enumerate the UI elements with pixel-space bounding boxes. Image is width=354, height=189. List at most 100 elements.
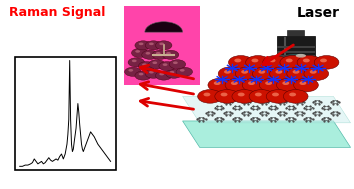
Circle shape — [276, 78, 301, 92]
Circle shape — [166, 52, 171, 55]
Circle shape — [131, 48, 148, 57]
Circle shape — [145, 69, 162, 78]
Ellipse shape — [284, 85, 297, 89]
Circle shape — [149, 71, 154, 74]
Ellipse shape — [305, 62, 318, 66]
Circle shape — [125, 67, 141, 76]
Circle shape — [235, 67, 260, 81]
Circle shape — [155, 41, 172, 50]
Circle shape — [135, 50, 140, 53]
Circle shape — [225, 78, 250, 92]
Circle shape — [149, 43, 154, 45]
Circle shape — [252, 67, 277, 81]
Circle shape — [129, 69, 133, 72]
Circle shape — [270, 67, 294, 81]
Circle shape — [142, 50, 158, 59]
Wedge shape — [145, 22, 183, 32]
Circle shape — [156, 52, 161, 55]
Circle shape — [232, 90, 257, 103]
Circle shape — [280, 56, 305, 69]
Circle shape — [303, 59, 310, 62]
Circle shape — [139, 73, 143, 75]
Circle shape — [310, 70, 317, 74]
Ellipse shape — [222, 96, 235, 100]
Circle shape — [283, 90, 308, 103]
Ellipse shape — [205, 96, 218, 100]
Circle shape — [166, 69, 182, 78]
Ellipse shape — [257, 96, 270, 100]
Circle shape — [259, 78, 284, 92]
Ellipse shape — [253, 62, 267, 66]
Circle shape — [169, 60, 185, 69]
Circle shape — [173, 61, 178, 64]
Bar — [124, 6, 200, 85]
Circle shape — [215, 90, 240, 103]
Circle shape — [265, 81, 272, 85]
Circle shape — [162, 50, 179, 59]
Circle shape — [251, 59, 258, 62]
Circle shape — [293, 70, 299, 74]
Ellipse shape — [243, 73, 256, 77]
Circle shape — [153, 61, 157, 64]
Circle shape — [170, 71, 175, 74]
Text: Laser: Laser — [297, 6, 339, 20]
Ellipse shape — [240, 96, 253, 100]
Circle shape — [180, 69, 185, 72]
Bar — [287, 30, 304, 36]
Bar — [277, 46, 315, 48]
Circle shape — [289, 93, 296, 96]
Ellipse shape — [233, 85, 246, 89]
Ellipse shape — [250, 85, 263, 89]
Bar — [15, 57, 116, 170]
Circle shape — [142, 63, 147, 66]
Circle shape — [241, 70, 248, 74]
Circle shape — [320, 59, 327, 62]
Circle shape — [314, 56, 339, 69]
Circle shape — [159, 62, 175, 71]
Ellipse shape — [322, 62, 335, 66]
Circle shape — [138, 62, 155, 71]
Ellipse shape — [236, 62, 249, 66]
Ellipse shape — [216, 85, 229, 89]
Circle shape — [242, 78, 267, 92]
Ellipse shape — [296, 54, 306, 58]
Ellipse shape — [295, 73, 308, 77]
Circle shape — [208, 78, 233, 92]
Circle shape — [248, 81, 255, 85]
Circle shape — [286, 59, 293, 62]
Bar — [277, 36, 315, 59]
Circle shape — [229, 56, 253, 69]
Ellipse shape — [291, 96, 304, 100]
Circle shape — [224, 70, 231, 74]
Circle shape — [269, 59, 275, 62]
Circle shape — [221, 93, 228, 96]
Circle shape — [246, 56, 270, 69]
Circle shape — [258, 70, 265, 74]
Circle shape — [275, 70, 282, 74]
Circle shape — [135, 41, 152, 50]
Circle shape — [266, 90, 291, 103]
Circle shape — [145, 52, 150, 55]
Circle shape — [299, 81, 306, 85]
Polygon shape — [183, 121, 350, 147]
Ellipse shape — [287, 62, 301, 66]
Ellipse shape — [281, 54, 310, 63]
Ellipse shape — [267, 85, 280, 89]
Circle shape — [272, 93, 279, 96]
Ellipse shape — [277, 73, 290, 77]
Circle shape — [155, 71, 172, 80]
Circle shape — [139, 43, 143, 45]
Circle shape — [263, 56, 287, 69]
Circle shape — [163, 63, 167, 66]
Circle shape — [132, 60, 137, 62]
Ellipse shape — [274, 96, 287, 100]
Circle shape — [255, 93, 262, 96]
Circle shape — [287, 67, 312, 81]
Circle shape — [297, 56, 322, 69]
Circle shape — [249, 90, 274, 103]
Circle shape — [214, 81, 221, 85]
Circle shape — [294, 78, 318, 92]
Bar — [277, 55, 315, 58]
Circle shape — [204, 93, 210, 96]
Ellipse shape — [312, 73, 325, 77]
